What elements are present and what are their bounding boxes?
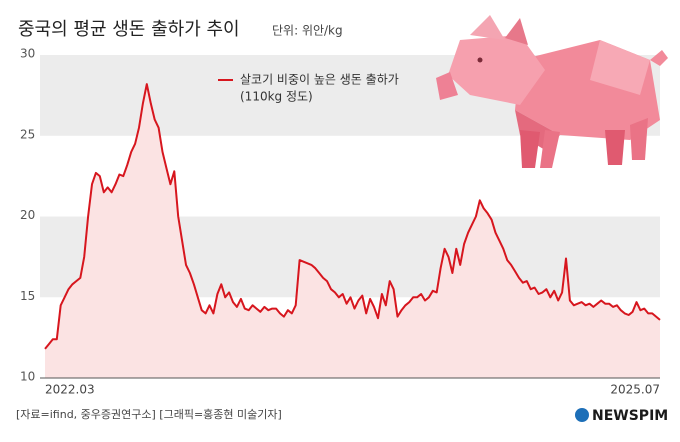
chart-title: 중국의 평균 생돈 출하가 추이: [18, 19, 240, 40]
logo: NEWSPIM: [592, 408, 668, 424]
logo-mark: [575, 408, 589, 422]
y-tick-label: 20: [20, 208, 35, 222]
x-tick-label: 2025.07: [610, 383, 660, 397]
unit-label: 단위: 위안/kg: [272, 24, 343, 38]
y-tick-label: 25: [20, 127, 35, 141]
pig-illustration: [436, 15, 668, 168]
legend-note: (110kg 정도): [240, 90, 313, 104]
x-tick-label: 2022.03: [45, 383, 95, 397]
source: [자료=ifind, 중우증권연구소] [그래픽=홍종현 미술기자]: [16, 407, 282, 421]
legend-label: 살코기 비중이 높은 생돈 출하가: [240, 73, 399, 87]
y-tick-label: 10: [20, 370, 35, 384]
y-tick-label: 15: [20, 289, 35, 303]
line: [44, 83, 661, 350]
area: [45, 84, 660, 378]
y-tick-label: 30: [20, 47, 35, 61]
